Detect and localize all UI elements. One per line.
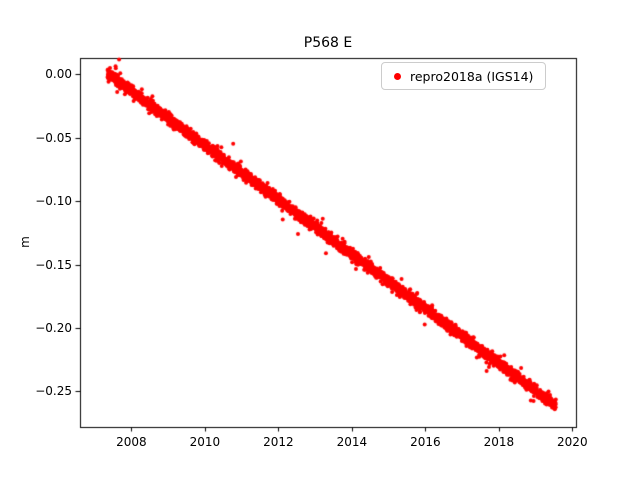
y-axis-label: m (18, 236, 32, 248)
y-tick-label: −0.20 (35, 321, 72, 336)
y-tick-label: −0.25 (35, 384, 72, 399)
x-tick-label: 2018 (483, 435, 515, 449)
x-tick-label: 2020 (557, 435, 588, 449)
x-tick-label: 2016 (410, 435, 441, 449)
legend-marker-icon (394, 72, 401, 80)
chart-title: P568 E (303, 35, 353, 51)
x-tick-label: 2012 (263, 435, 294, 449)
x-tick-label: 2010 (189, 435, 221, 449)
legend-label: repro2018a (IGS14) (410, 68, 534, 84)
y-tick-label: −0.10 (35, 194, 72, 209)
y-tick-label: 0.00 (45, 67, 72, 82)
x-tick-label: 2014 (336, 435, 368, 449)
legend: repro2018a (IGS14) (381, 62, 547, 90)
y-tick-label: −0.15 (35, 257, 72, 272)
x-tick-label: 2008 (116, 435, 147, 449)
y-tick-label: −0.05 (35, 130, 72, 145)
